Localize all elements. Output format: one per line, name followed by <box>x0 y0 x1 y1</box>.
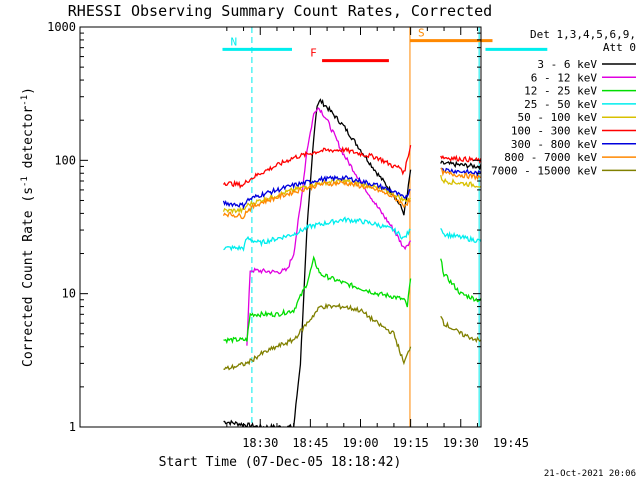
series-line <box>223 255 412 345</box>
legend-label: 7000 - 15000 keV <box>491 164 597 177</box>
series-line <box>440 315 481 344</box>
series-line <box>440 167 481 178</box>
chart-title: RHESSI Observing Summary Count Rates, Co… <box>68 2 492 20</box>
series-line <box>494 426 497 429</box>
x-tick-label: 18:45 <box>292 436 328 450</box>
series-line <box>440 167 481 181</box>
series-line <box>222 174 411 210</box>
y-tick-label: 10 <box>62 287 76 301</box>
series-line <box>440 160 481 171</box>
data-series <box>222 98 497 429</box>
series-line <box>440 174 481 188</box>
series-line <box>440 258 481 303</box>
legend-label: 50 - 100 keV <box>518 111 598 124</box>
state-bar-label: N <box>230 35 237 48</box>
legend-label: 300 - 800 keV <box>511 138 597 151</box>
series-line <box>440 227 481 244</box>
series-line <box>223 216 411 252</box>
x-axis-label: Start Time (07-Dec-05 18:18:42) <box>159 455 402 470</box>
footer-date: 21-Oct-2021 20:06 <box>544 469 636 479</box>
state-bar-label: S <box>418 27 425 40</box>
x-tick-label: 19:30 <box>443 436 479 450</box>
legend-label: 100 - 300 keV <box>511 125 597 138</box>
legend-label: 25 - 50 keV <box>524 98 597 111</box>
state-bar-label: F <box>310 47 317 60</box>
x-tick-label: 19:15 <box>393 436 429 450</box>
legend-label: 800 - 7000 keV <box>504 151 597 164</box>
series-line <box>440 154 481 165</box>
legend-label: 12 - 25 keV <box>524 85 597 98</box>
y-axis: 1 10 100 1000 <box>47 20 481 434</box>
x-axis: 18:30 18:45 19:00 19:15 19:30 19:45 <box>226 27 529 450</box>
y-axis-label: Corrected Count Rate (s-1 detector-1) <box>20 87 36 367</box>
state-bars: N F S <box>222 27 548 63</box>
series-line <box>222 144 412 189</box>
legend-label: 6 - 12 keV <box>531 71 598 84</box>
plot-frame <box>79 26 482 428</box>
vertical-markers <box>251 27 480 427</box>
y-tick-label: 100 <box>54 153 76 167</box>
x-tick-label: 18:30 <box>242 436 278 450</box>
legend-label: 3 - 6 keV <box>537 58 597 71</box>
y-tick-label: 1000 <box>47 20 76 34</box>
legend-header-line2: Att 0 <box>603 41 636 54</box>
y-tick-label: 1 <box>69 420 76 434</box>
series-line <box>223 302 412 371</box>
series-line <box>246 107 412 346</box>
x-tick-label: 19:00 <box>342 436 378 450</box>
legend-header-line1: Det 1,3,4,5,6,9, <box>530 28 636 41</box>
series-line <box>222 180 412 220</box>
x-tick-label: 19:45 <box>493 436 529 450</box>
